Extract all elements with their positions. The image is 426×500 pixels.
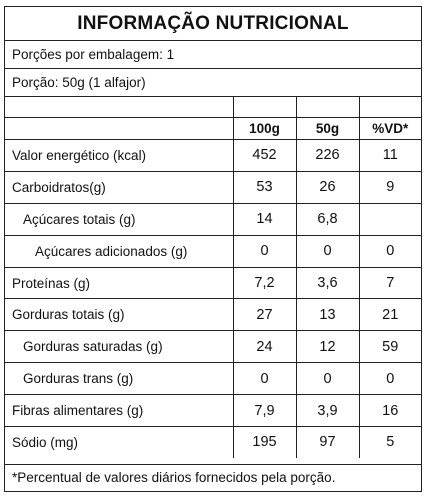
value-100g: 0 (232, 234, 296, 268)
nutrient-label: Gorduras trans (g) (5, 362, 233, 395)
table-row: Açúcares totais (g) 14 6,8 (5, 202, 421, 236)
table-header-row: 100g 50g %VD* (5, 118, 421, 140)
value-vd: 7 (358, 266, 421, 299)
table-row: Proteínas (g) 7,2 3,6 7 (5, 266, 421, 299)
value-100g: 7,9 (232, 394, 296, 427)
value-vd (358, 202, 421, 236)
column-header-50g: 50g (295, 118, 359, 140)
value-100g: 7,2 (232, 266, 296, 299)
nutrient-label: Gorduras saturadas (g) (5, 330, 233, 363)
value-vd: 0 (358, 234, 421, 268)
value-100g: 24 (232, 330, 296, 363)
value-50g: 226 (295, 139, 359, 172)
value-100g: 53 (232, 170, 296, 204)
nutrient-label: Carboidratos(g) (5, 170, 233, 204)
column-header-vd: %VD* (358, 118, 421, 140)
nutrient-label: Gorduras totais (g) (5, 298, 233, 331)
servings-per-package: Porções por embalagem: 1 (5, 41, 421, 69)
value-vd: 0 (358, 362, 421, 395)
footnote: *Percentual de valores diários fornecido… (5, 464, 421, 491)
nutrient-label: Fibras alimentares (g) (5, 394, 233, 427)
nutrient-label: Açúcares totais (g) (5, 202, 233, 236)
nutrient-label: Açúcares adicionados (g) (5, 234, 233, 268)
value-100g: 0 (232, 362, 296, 395)
column-header-100g: 100g (232, 118, 296, 140)
nutrient-label: Sódio (mg) (5, 426, 233, 458)
table-row: Fibras alimentares (g) 7,9 3,9 16 (5, 394, 421, 427)
panel-title: INFORMAÇÃO NUTRICIONAL (5, 7, 421, 41)
value-50g: 3,9 (295, 394, 359, 427)
value-50g: 0 (295, 362, 359, 395)
value-50g: 13 (295, 298, 359, 331)
serving-size: Porção: 50g (1 alfajor) (5, 69, 421, 97)
value-vd: 16 (358, 394, 421, 427)
table-row: Gorduras totais (g) 27 13 21 (5, 298, 421, 331)
table-row: Sódio (mg) 195 97 5 (5, 426, 421, 458)
value-100g: 27 (232, 298, 296, 331)
value-50g: 26 (295, 170, 359, 204)
table-row: Carboidratos(g) 53 26 9 (5, 170, 421, 204)
value-50g: 3,6 (295, 266, 359, 299)
table-row: Gorduras saturadas (g) 24 12 59 (5, 330, 421, 363)
value-50g: 12 (295, 330, 359, 363)
value-vd: 59 (358, 330, 421, 363)
value-50g: 97 (295, 426, 359, 458)
nutrient-label: Proteínas (g) (5, 266, 233, 299)
value-100g: 14 (232, 202, 296, 236)
value-vd: 9 (358, 170, 421, 204)
value-vd: 5 (358, 426, 421, 458)
value-vd: 11 (358, 139, 421, 172)
spacer-row (5, 97, 421, 118)
value-50g: 6,8 (295, 202, 359, 236)
table-row: Açúcares adicionados (g) 0 0 0 (5, 234, 421, 268)
nutrition-table: 100g 50g %VD* Valor energético (kcal) 45… (5, 118, 421, 458)
nutrient-label: Valor energético (kcal) (5, 139, 233, 172)
value-100g: 195 (232, 426, 296, 458)
value-vd: 21 (358, 298, 421, 331)
value-100g: 452 (232, 139, 296, 172)
table-row: Gorduras trans (g) 0 0 0 (5, 362, 421, 395)
nutrition-facts-panel: INFORMAÇÃO NUTRICIONAL Porções por embal… (4, 6, 422, 492)
table-row: Valor energético (kcal) 452 226 11 (5, 139, 421, 172)
value-50g: 0 (295, 234, 359, 268)
